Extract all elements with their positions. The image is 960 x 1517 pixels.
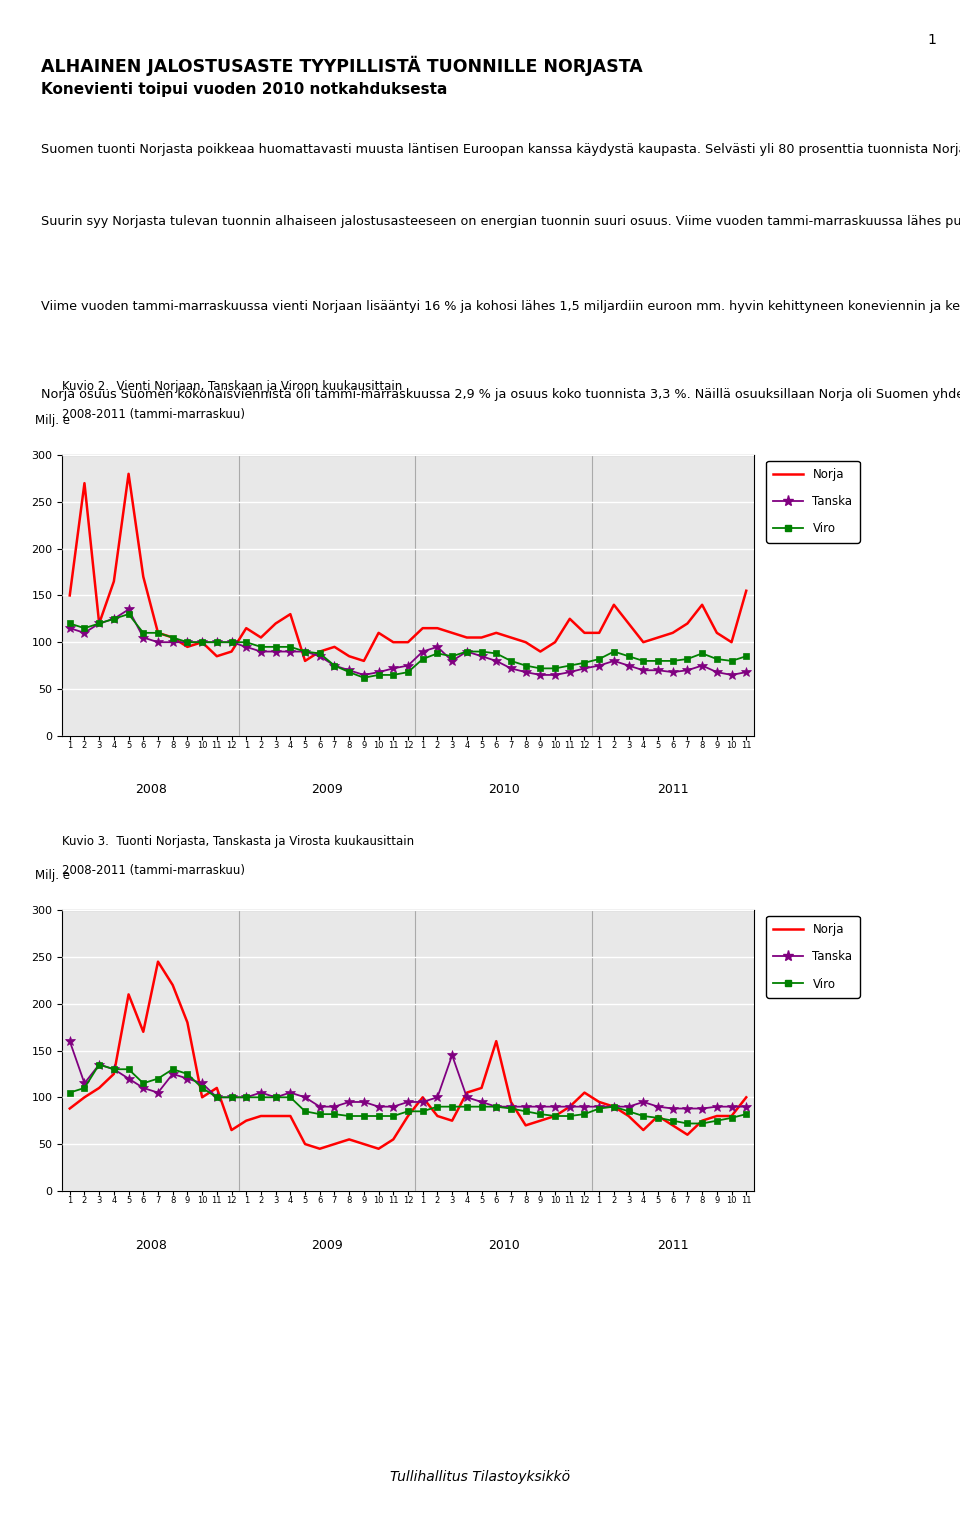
Text: 2009: 2009 [311,1238,343,1252]
Text: Suurin syy Norjasta tulevan tuonnin alhaiseen jalostusasteeseen on energian tuon: Suurin syy Norjasta tulevan tuonnin alha… [41,215,960,229]
Text: 2011: 2011 [657,783,688,796]
Text: 2010: 2010 [488,783,519,796]
Text: Kuvio 2.  Vienti Norjaan, Tanskaan ja Viroon kuukausittain: Kuvio 2. Vienti Norjaan, Tanskaan ja Vir… [62,381,402,393]
Text: Milj. e: Milj. e [35,414,70,428]
Text: Suomen tuonti Norjasta poikkeaa huomattavasti muusta läntisen Euroopan kanssa kä: Suomen tuonti Norjasta poikkeaa huomatta… [41,143,960,156]
Text: 2008-2011 (tammi-marraskuu): 2008-2011 (tammi-marraskuu) [62,863,246,877]
Text: 2008: 2008 [134,1238,167,1252]
Text: Konevienti toipui vuoden 2010 notkahduksesta: Konevienti toipui vuoden 2010 notkahduks… [41,82,447,97]
Text: 2011: 2011 [657,1238,688,1252]
Text: Milj. e: Milj. e [35,869,70,881]
Text: 2010: 2010 [488,1238,519,1252]
Text: Tullihallitus Tilastoyksikkö: Tullihallitus Tilastoyksikkö [390,1470,570,1484]
Text: 2008-2011 (tammi-marraskuu): 2008-2011 (tammi-marraskuu) [62,408,246,422]
Text: 2008: 2008 [134,783,167,796]
Text: Viime vuoden tammi-marraskuussa vienti Norjaan lisääntyi 16 % ja kohosi lähes 1,: Viime vuoden tammi-marraskuussa vienti N… [41,300,960,314]
Legend: Norja, Tanska, Viro: Norja, Tanska, Viro [766,461,859,543]
Text: Kuvio 3.  Tuonti Norjasta, Tanskasta ja Virosta kuukausittain: Kuvio 3. Tuonti Norjasta, Tanskasta ja V… [62,836,415,848]
Legend: Norja, Tanska, Viro: Norja, Tanska, Viro [766,916,859,998]
Text: Norja osuus Suomen kokonaisviennistä oli tammi-marraskuussa 2,9 % ja osuus koko : Norja osuus Suomen kokonaisviennistä oli… [41,388,960,402]
Text: 2009: 2009 [311,783,343,796]
Text: ALHAINEN JALOSTUSASTE TYYPILLISTÄ TUONNILLE NORJASTA: ALHAINEN JALOSTUSASTE TYYPILLISTÄ TUONNI… [41,56,643,76]
Text: 1: 1 [927,33,936,47]
